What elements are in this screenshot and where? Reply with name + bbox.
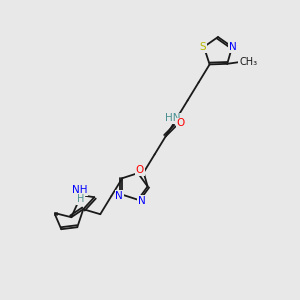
Text: N: N xyxy=(229,42,237,52)
Text: CH₃: CH₃ xyxy=(239,57,257,67)
Text: HN: HN xyxy=(165,113,180,123)
Text: H: H xyxy=(76,194,84,204)
Text: S: S xyxy=(200,42,206,52)
Text: N: N xyxy=(138,196,146,206)
Text: N: N xyxy=(116,191,123,201)
Text: O: O xyxy=(136,165,144,175)
Text: NH: NH xyxy=(71,185,87,195)
Text: O: O xyxy=(176,118,185,128)
